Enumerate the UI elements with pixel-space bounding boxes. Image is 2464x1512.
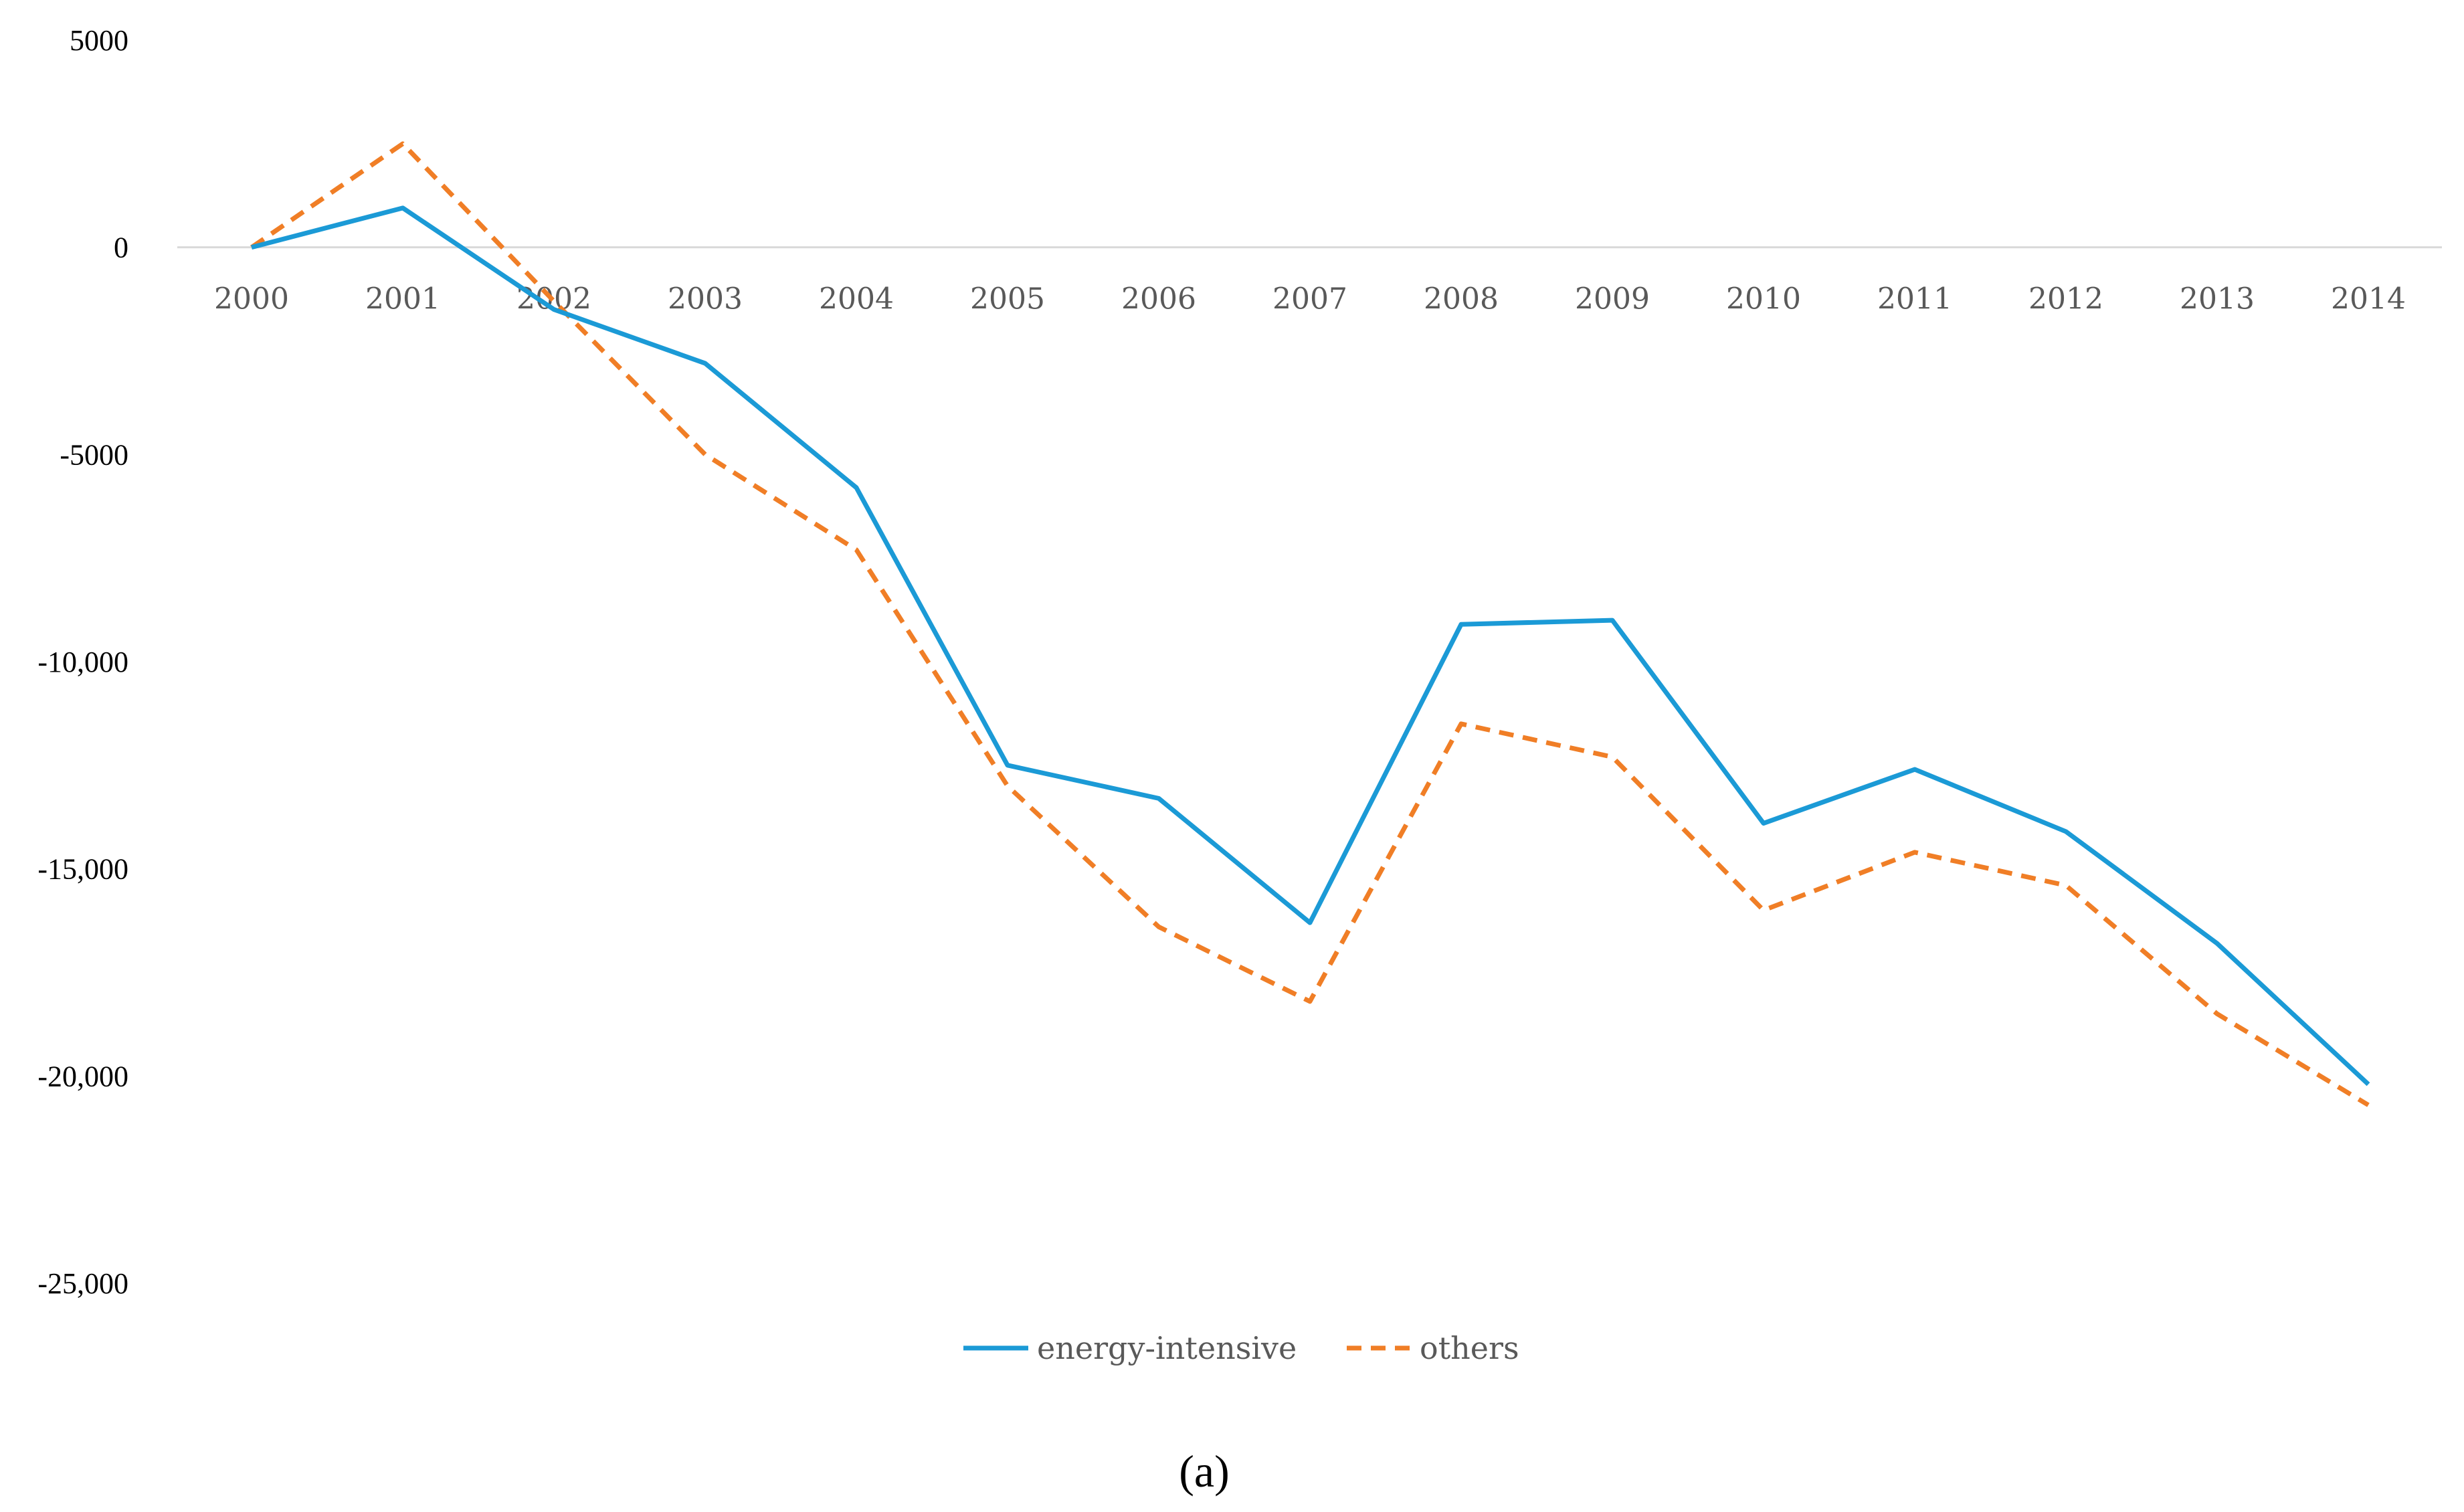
series-lines [250, 141, 2370, 1107]
y-tick-label: -25,000 [37, 1267, 128, 1300]
legend: energy-intensive others [963, 1330, 1519, 1366]
x-tick-label: 2011 [1877, 282, 1952, 316]
x-tick-label: 2012 [2028, 282, 2103, 316]
x-tick-label: 2009 [1575, 282, 1650, 316]
x-tick-label: 2008 [1424, 282, 1499, 316]
x-tick-label: 2007 [1272, 282, 1347, 316]
x-tick-label: 2005 [970, 282, 1045, 316]
x-tick-label: 2001 [365, 282, 440, 316]
legend-label-energy-intensive: energy-intensive [1037, 1330, 1297, 1366]
x-tick-label: 2000 [214, 282, 289, 316]
y-tick-label: -5000 [60, 438, 128, 471]
x-tick-label: 2010 [1726, 282, 1801, 316]
x-tick-label: 2013 [2180, 282, 2255, 316]
x-tick-label: 2006 [1121, 282, 1196, 316]
series-line-energy-intensive [251, 205, 2370, 1086]
y-axis-tick-labels: 5000 0 -5000 -10,000 -15,000 -20,000 -25,000 [37, 24, 128, 1300]
x-tick-label: 2004 [819, 282, 894, 316]
y-tick-label: -10,000 [37, 646, 128, 678]
series-line-others [250, 141, 2370, 1107]
y-tick-label: 5000 [70, 24, 128, 57]
y-tick-label: 0 [114, 231, 128, 264]
x-tick-label: 2014 [2331, 282, 2406, 316]
y-tick-label: -20,000 [37, 1060, 128, 1093]
x-axis-tick-labels: 2000 2001 2002 2003 2004 2005 2006 2007 2008 2009… [214, 282, 2406, 316]
figure-caption: (a) [1179, 1446, 1229, 1497]
legend-label-others: others [1420, 1330, 1519, 1366]
x-tick-label: 2003 [668, 282, 743, 316]
y-tick-label: -15,000 [37, 853, 128, 886]
